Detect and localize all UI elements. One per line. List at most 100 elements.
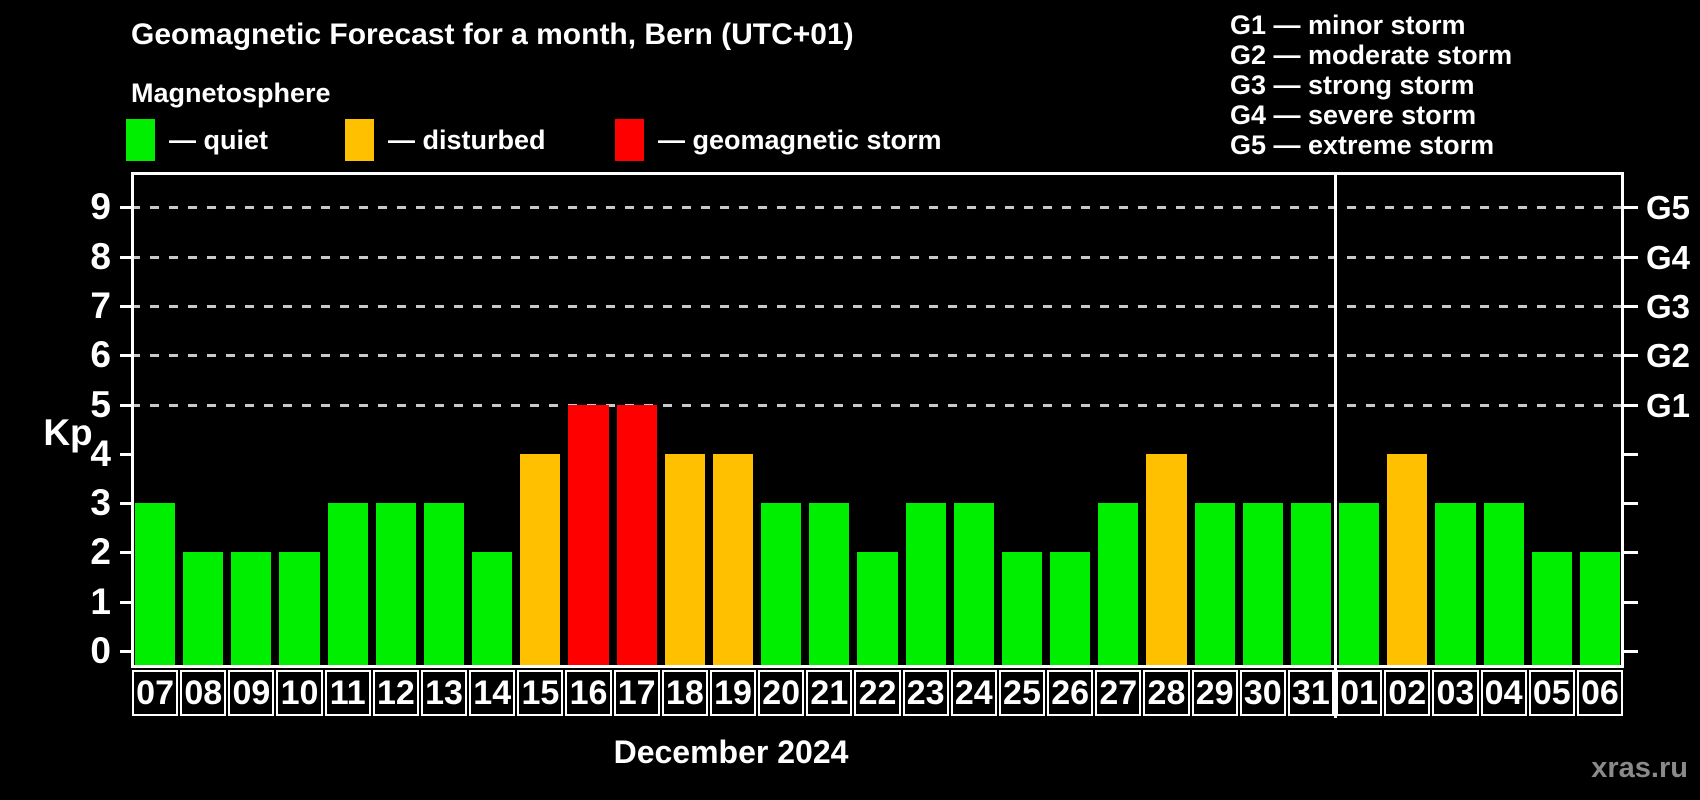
g4-legend-line: G4 — severe storm <box>1230 100 1477 130</box>
month-separator-line <box>1333 172 1337 718</box>
legend-item-quiet: — quiet <box>126 118 268 162</box>
kp-bar-day-15 <box>520 453 561 665</box>
y-tick-right <box>1624 255 1638 259</box>
y-tick-label: 0 <box>90 630 111 671</box>
y-tick-label: 9 <box>90 186 111 228</box>
y-tick-left <box>120 452 131 456</box>
kp-bar-day-04 <box>1483 503 1524 665</box>
y-tick-right <box>1624 403 1638 407</box>
kp-bar-day-27 <box>1098 503 1139 665</box>
day-label: 31 <box>1287 670 1335 716</box>
y-tick-left <box>120 403 131 407</box>
legend-item-storm: — geomagnetic storm <box>615 118 942 162</box>
g3-legend-line: G3 — strong storm <box>1230 70 1475 100</box>
y-tick-label: 6 <box>90 334 111 376</box>
day-label: 10 <box>276 670 323 716</box>
y-tick-label: 1 <box>90 580 111 622</box>
chart-subtitle: Magnetosphere <box>131 78 331 108</box>
day-label: 11 <box>324 670 371 716</box>
gridline-kp-8 <box>131 255 1624 259</box>
y-tick-right <box>1624 551 1638 555</box>
day-label: 29 <box>1191 670 1238 716</box>
day-label: 24 <box>950 670 997 716</box>
y-tick-left <box>120 255 131 259</box>
y-tick-label: 2 <box>90 531 111 573</box>
kp-bar-day-06 <box>1579 552 1620 665</box>
quiet-color-swatch <box>126 119 155 161</box>
y-tick-left <box>120 600 131 604</box>
page-title: Geomagnetic Forecast for a month, Bern (… <box>131 18 854 51</box>
day-label: 20 <box>758 670 805 716</box>
kp-bar-day-22 <box>857 552 898 665</box>
y-tick-left <box>120 354 131 358</box>
y-tick-label: 8 <box>90 235 111 277</box>
x-axis-label: December 2024 <box>613 734 849 770</box>
kp-bar-day-13 <box>423 503 465 665</box>
day-label: 15 <box>517 670 564 716</box>
kp-bar-day-18 <box>664 453 705 665</box>
storm-scale-legend: G1 — minor storm G2 — moderate storm G3 … <box>1230 10 1512 160</box>
g-level-label-g5: G5 <box>1646 189 1691 227</box>
kp-bar-day-29 <box>1194 503 1235 665</box>
y-tick-right <box>1624 600 1638 604</box>
day-label: 17 <box>613 670 660 716</box>
disturbed-color-swatch <box>345 119 374 161</box>
kp-bar-day-21 <box>809 503 850 665</box>
kp-bar-day-25 <box>1001 552 1043 665</box>
y-tick-label: 4 <box>90 432 111 474</box>
day-label: 26 <box>1047 670 1094 716</box>
y-tick-label: 3 <box>90 482 111 524</box>
day-label: 06 <box>1576 670 1623 716</box>
kp-bar-day-30 <box>1242 503 1283 665</box>
kp-bar-day-24 <box>953 503 994 665</box>
storm-color-swatch <box>615 119 644 161</box>
y-tick-left <box>120 502 131 506</box>
kp-bar-day-14 <box>472 552 513 665</box>
legend-label-disturbed: — disturbed <box>388 124 546 155</box>
y-tick-right <box>1624 354 1638 358</box>
day-label: 02 <box>1384 670 1431 716</box>
kp-bar-day-08 <box>183 552 224 665</box>
kp-bar-day-12 <box>375 503 416 665</box>
day-label: 19 <box>709 670 757 716</box>
gridline-kp-6 <box>131 354 1624 358</box>
g2-legend-line: G2 — moderate storm <box>1230 40 1513 70</box>
g5-legend-line: G5 — extreme storm <box>1230 130 1495 160</box>
day-label: 07 <box>132 670 179 716</box>
kp-bar-day-02 <box>1387 453 1428 665</box>
day-label: 28 <box>1143 670 1190 716</box>
day-label: 23 <box>902 670 949 716</box>
g-level-label-g2: G2 <box>1646 337 1691 375</box>
kp-bar-day-09 <box>231 552 272 665</box>
y-tick-right <box>1624 650 1638 653</box>
kp-bar-day-16 <box>568 404 609 665</box>
gridline-kp-9 <box>131 206 1624 210</box>
day-label: 12 <box>372 670 419 716</box>
y-tick-left <box>120 650 131 653</box>
y-tick-left <box>120 304 131 308</box>
day-label: 16 <box>565 670 612 716</box>
y-axis-label: Kp <box>43 412 93 453</box>
y-tick-right <box>1624 206 1638 210</box>
day-label: 01 <box>1336 670 1383 716</box>
day-label: 25 <box>998 670 1046 716</box>
y-tick-right <box>1624 452 1638 456</box>
kp-bar-day-28 <box>1146 453 1187 665</box>
kp-bar-day-26 <box>1050 552 1091 665</box>
y-tick-label: 5 <box>90 383 111 425</box>
day-label: 04 <box>1480 670 1527 716</box>
day-label: 14 <box>469 670 516 716</box>
gridline-kp-5 <box>131 403 1624 407</box>
day-label: 08 <box>180 670 227 716</box>
g-level-label-g3: G3 <box>1646 287 1691 325</box>
day-label: 13 <box>420 670 468 716</box>
y-tick-label: 7 <box>90 284 111 326</box>
gridline-kp-7 <box>131 304 1624 308</box>
g1-legend-line: G1 — minor storm <box>1230 10 1466 40</box>
plot-border <box>131 172 1624 668</box>
day-label: 03 <box>1432 670 1479 716</box>
kp-bar-day-11 <box>327 503 368 665</box>
kp-bar-day-05 <box>1531 552 1572 665</box>
kp-bar-day-20 <box>761 503 802 665</box>
